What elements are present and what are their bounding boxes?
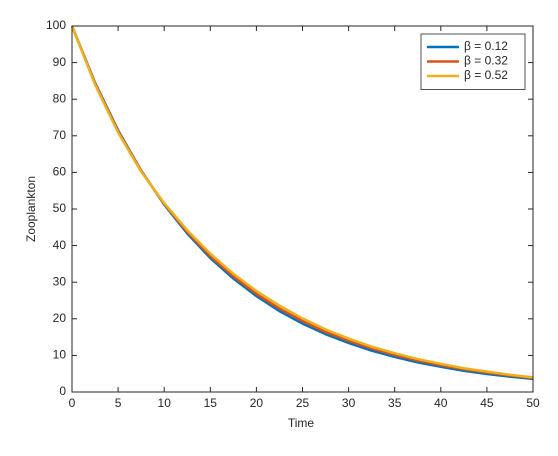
y-tick-label: 20 (53, 311, 67, 325)
legend-label: β = 0.32 (464, 54, 508, 68)
y-tick-label: 30 (53, 274, 67, 288)
x-tick-label: 5 (115, 396, 122, 410)
x-tick-label: 15 (204, 396, 218, 410)
legend-label: β = 0.52 (464, 68, 508, 82)
x-tick-label: 30 (342, 396, 356, 410)
y-tick-label: 50 (53, 201, 67, 215)
data-line (70, 25, 534, 379)
y-tick-label: 80 (53, 91, 67, 105)
y-tick-label: 90 (53, 55, 67, 69)
x-tick-label: 0 (69, 396, 76, 410)
x-tick-label: 35 (388, 396, 402, 410)
x-axis-label: Time (288, 416, 315, 430)
y-tick-label: 0 (59, 384, 66, 398)
x-tick-label: 10 (158, 396, 172, 410)
x-tick-label: 20 (250, 396, 264, 410)
y-tick-label: 60 (53, 165, 67, 179)
y-tick-label: 100 (46, 18, 66, 32)
y-axis-label: Zooplankton (24, 176, 38, 242)
x-tick-label: 45 (480, 396, 494, 410)
axes-box (71, 25, 534, 393)
y-tick-label: 70 (53, 128, 67, 142)
x-tick-label: 50 (526, 396, 540, 410)
y-tick-label: 10 (53, 348, 67, 362)
x-tick-label: 40 (434, 396, 448, 410)
x-tick-label: 25 (296, 396, 310, 410)
legend-label: β = 0.12 (464, 39, 508, 53)
y-tick-label: 40 (53, 238, 67, 252)
